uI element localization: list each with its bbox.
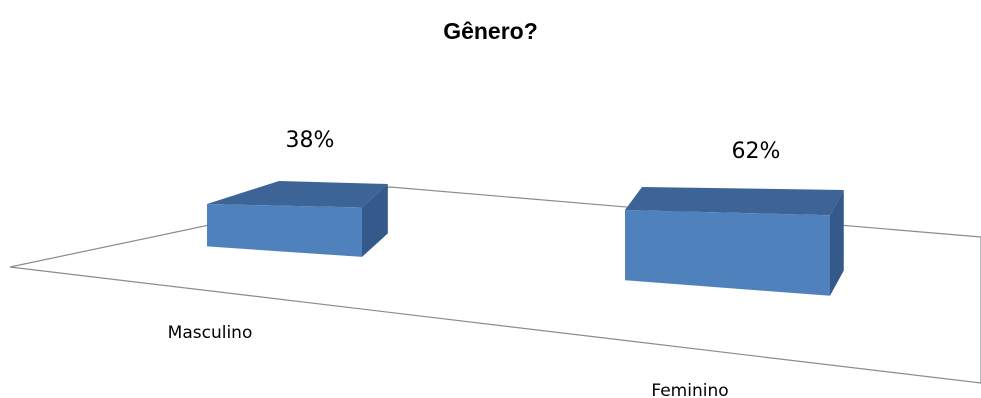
bar-feminino: [625, 187, 844, 296]
bar-side-face: [830, 190, 844, 296]
category-label: Feminino: [651, 381, 728, 398]
data-label: 62%: [732, 139, 781, 164]
data-label: 38%: [286, 128, 335, 153]
data-labels-group: 38% 62%: [286, 128, 781, 164]
bars-group: [207, 181, 844, 296]
bar-side-face: [362, 184, 388, 257]
bar-top-face: [207, 181, 388, 208]
category-label: Masculino: [168, 323, 253, 343]
bar-front-face: [207, 204, 362, 257]
category-labels-group: Masculino Feminino: [168, 323, 729, 398]
bar-top-face: [625, 187, 844, 216]
bar-front-face: [625, 210, 830, 296]
bar-masculino: [207, 181, 388, 257]
chart-title: Gênero?: [443, 18, 538, 44]
